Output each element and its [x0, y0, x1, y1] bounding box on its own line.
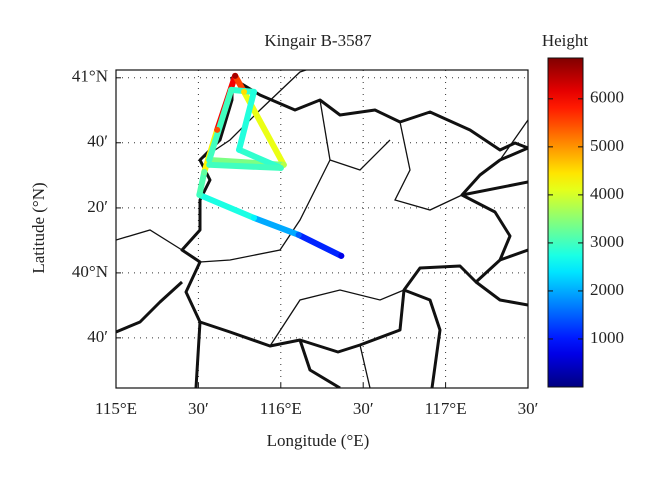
track-point — [214, 126, 221, 133]
track-point — [206, 156, 213, 163]
track-point — [250, 88, 257, 95]
colorbar-tick-label: 1000 — [590, 328, 624, 347]
track-point — [206, 161, 213, 168]
flight-track — [196, 72, 345, 259]
y-tick-label: 20′ — [87, 197, 108, 216]
colorbar-tick-label: 4000 — [590, 184, 624, 203]
track-point — [241, 88, 248, 95]
colorbar-tick-label: 3000 — [590, 232, 624, 251]
track-segment — [206, 161, 284, 171]
region-boundary — [116, 180, 528, 388]
track-segment — [196, 191, 257, 221]
y-axis-label: Latitude (°N) — [29, 182, 48, 273]
track-point — [236, 146, 243, 153]
track-segment — [295, 231, 345, 259]
track-point — [232, 72, 239, 79]
colorbar-tick-label: 5000 — [590, 136, 624, 155]
plot-frame — [115, 69, 529, 389]
x-tick-label: 30′ — [353, 399, 374, 418]
axes: 115°E 30′ 116°E 30′ 117°E 30′ 41°N 40′ 20′ 40°N 40… — [72, 67, 538, 418]
x-tick-label: 115°E — [95, 399, 137, 418]
track-point — [250, 214, 257, 221]
colorbar-tick-label: 2000 — [590, 280, 624, 299]
track-segment — [250, 214, 302, 238]
track-segment — [196, 168, 208, 198]
x-tick-label: 30′ — [518, 399, 539, 418]
x-tick-label: 117°E — [425, 399, 467, 418]
region-boundary — [180, 76, 528, 354]
colorbar-ticks: 1000 2000 3000 4000 5000 6000 — [548, 88, 624, 347]
y-tick-label: 40°N — [72, 262, 108, 281]
track-point — [338, 252, 345, 259]
x-tick-label: 116°E — [260, 399, 302, 418]
track-point — [196, 191, 203, 198]
chart-title: Kingair B-3587 — [264, 31, 372, 50]
track-point — [277, 164, 284, 171]
district-boundary — [116, 70, 528, 388]
x-tick-label: 30′ — [188, 399, 209, 418]
track-point — [201, 168, 208, 175]
track-segment — [206, 86, 235, 163]
colorbar-tick-label: 6000 — [590, 88, 624, 107]
colorbar — [547, 57, 584, 388]
track-point — [228, 86, 235, 93]
x-axis-label: Longitude (°E) — [267, 431, 370, 450]
y-tick-label: 40′ — [87, 132, 108, 151]
colorbar-label: Height — [542, 31, 589, 50]
boundaries — [116, 70, 528, 388]
track-point — [295, 231, 302, 238]
track-segment — [236, 88, 257, 153]
y-tick-label: 40′ — [87, 327, 108, 346]
y-tick-label: 41°N — [72, 67, 108, 86]
